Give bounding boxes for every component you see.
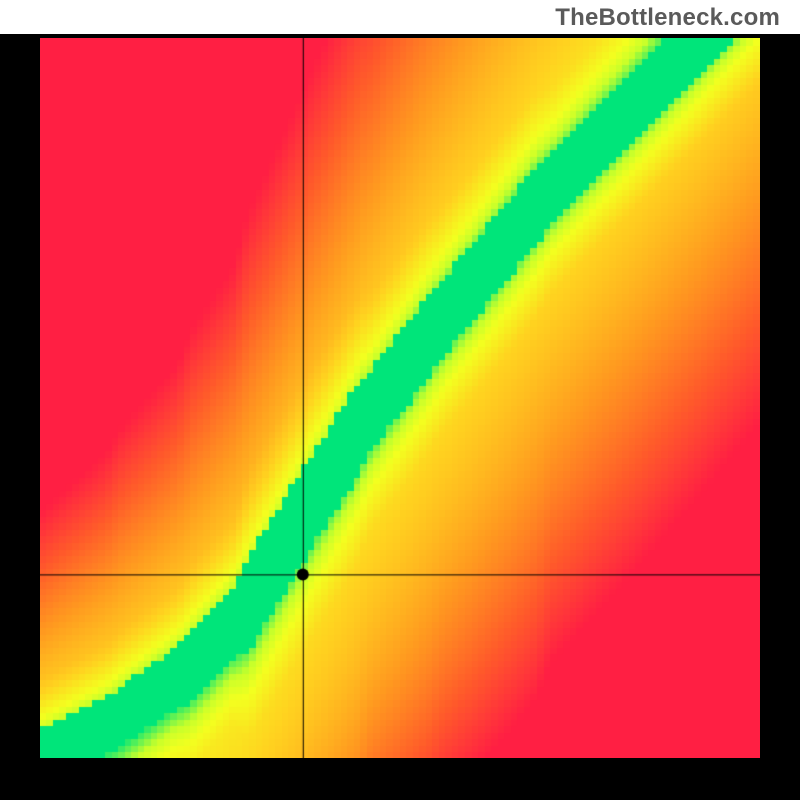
watermark-text: TheBottleneck.com (555, 4, 780, 32)
heatmap-canvas (40, 38, 760, 758)
plot-inner (40, 38, 760, 758)
chart-stage: TheBottleneck.com (0, 0, 800, 800)
plot-outer-frame (0, 34, 800, 800)
